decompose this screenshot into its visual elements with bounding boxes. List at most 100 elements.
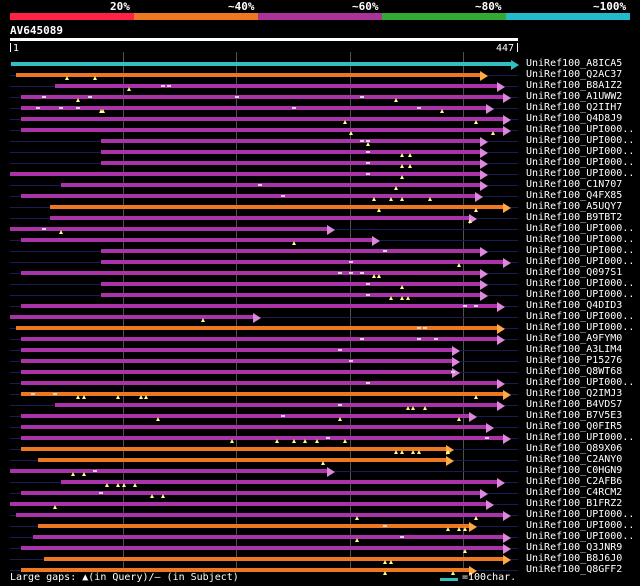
alignment-bar[interactable] bbox=[21, 304, 499, 308]
alignment-bar[interactable] bbox=[100, 282, 482, 286]
subject-gap-marker bbox=[292, 107, 297, 109]
hit-name-link[interactable]: UniRef100_Q8WT68 bbox=[526, 366, 623, 377]
alignment-bar[interactable] bbox=[100, 293, 482, 297]
alignment-bar[interactable] bbox=[49, 216, 470, 220]
alignment-bar[interactable] bbox=[11, 62, 512, 66]
alignment-bar[interactable] bbox=[100, 150, 482, 154]
hit-name-link[interactable]: UniRef100_UPI000.. bbox=[526, 278, 635, 289]
hit-name-link[interactable]: UniRef100_B8J6J0 bbox=[526, 553, 623, 564]
hit-name-link[interactable]: UniRef100_UPI000.. bbox=[526, 432, 635, 443]
hit-name-link[interactable]: UniRef100_C4RCM2 bbox=[526, 487, 623, 498]
hit-name-link[interactable]: UniRef100_Q4DID3 bbox=[526, 300, 623, 311]
query-gap-marker bbox=[456, 263, 461, 267]
alignment-bar[interactable] bbox=[15, 513, 505, 517]
hit-name-link[interactable]: UniRef100_UPI000.. bbox=[526, 322, 635, 333]
alignment-bar[interactable] bbox=[21, 117, 505, 121]
hit-name-link[interactable]: UniRef100_A3LIM4 bbox=[526, 344, 623, 355]
query-gap-marker bbox=[388, 296, 393, 300]
alignment-bar[interactable] bbox=[21, 414, 470, 418]
alignment-bar[interactable] bbox=[21, 568, 470, 572]
alignment-bar[interactable] bbox=[55, 403, 499, 407]
hit-name-link[interactable]: UniRef100_P15276 bbox=[526, 355, 623, 366]
alignment-bar[interactable] bbox=[55, 84, 499, 88]
alignment-bar[interactable] bbox=[38, 458, 448, 462]
alignment-bar[interactable] bbox=[21, 546, 505, 550]
alignment-bar[interactable] bbox=[49, 205, 505, 209]
alignment-bar[interactable] bbox=[100, 139, 482, 143]
hit-name-link[interactable]: UniRef100_B4VDS7 bbox=[526, 399, 623, 410]
hit-name-link[interactable]: UniRef100_Q2IIH7 bbox=[526, 102, 623, 113]
hit-name-link[interactable]: UniRef100_UPI000.. bbox=[526, 289, 635, 300]
alignment-bar[interactable] bbox=[21, 128, 505, 132]
hit-name-link[interactable]: UniRef100_Q4D8J9 bbox=[526, 113, 623, 124]
alignment-bar[interactable] bbox=[44, 557, 505, 561]
alignment-bar[interactable] bbox=[21, 381, 499, 385]
hit-name-link[interactable]: UniRef100_UPI000.. bbox=[526, 256, 635, 267]
alignment-bar[interactable] bbox=[100, 249, 482, 253]
hit-name-link[interactable]: UniRef100_B7V5E3 bbox=[526, 410, 623, 421]
hit-name-link[interactable]: UniRef100_UPI000.. bbox=[526, 311, 635, 322]
alignment-bar[interactable] bbox=[10, 502, 487, 506]
alignment-bar[interactable] bbox=[21, 194, 476, 198]
alignment-bar[interactable] bbox=[38, 524, 470, 528]
alignment-bar[interactable] bbox=[21, 392, 505, 396]
hit-name-link[interactable]: UniRef100_UPI000.. bbox=[526, 124, 635, 135]
hit-name-link[interactable]: UniRef100_UPI000.. bbox=[526, 520, 635, 531]
alignment-bar[interactable] bbox=[15, 326, 499, 330]
alignment-arrow-icon bbox=[253, 313, 262, 323]
hit-name-link[interactable]: UniRef100_C2ANY0 bbox=[526, 454, 623, 465]
alignment-bar[interactable] bbox=[10, 469, 328, 473]
alignment-bar[interactable] bbox=[10, 227, 328, 231]
hit-name-link[interactable]: UniRef100_UPI000.. bbox=[526, 223, 635, 234]
hit-name-link[interactable]: UniRef100_C1N707 bbox=[526, 179, 623, 190]
alignment-bar[interactable] bbox=[61, 183, 482, 187]
hit-name-link[interactable]: UniRef100_UPI000.. bbox=[526, 509, 635, 520]
alignment-bar[interactable] bbox=[10, 315, 255, 319]
alignment-bar[interactable] bbox=[21, 337, 499, 341]
hit-row: UniRef100_UPI000.. bbox=[0, 146, 640, 158]
hit-name-link[interactable]: UniRef100_Q2IMJ3 bbox=[526, 388, 623, 399]
hit-name-link[interactable]: UniRef100_A8ICA5 bbox=[526, 58, 623, 69]
alignment-bar[interactable] bbox=[21, 425, 487, 429]
hit-name-link[interactable]: UniRef100_A1UWW2 bbox=[526, 91, 623, 102]
hit-name-link[interactable]: UniRef100_C2AFB6 bbox=[526, 476, 623, 487]
alignment-bar[interactable] bbox=[15, 73, 482, 77]
hit-name-link[interactable]: UniRef100_Q8GFF2 bbox=[526, 564, 623, 575]
alignment-bar[interactable] bbox=[21, 359, 453, 363]
hit-name-link[interactable]: UniRef100_B8A1Z2 bbox=[526, 80, 623, 91]
alignment-bar[interactable] bbox=[21, 271, 482, 275]
hit-name-link[interactable]: UniRef100_UPI000.. bbox=[526, 245, 635, 256]
alignment-bar[interactable] bbox=[61, 480, 499, 484]
alignment-bar[interactable] bbox=[21, 95, 505, 99]
hit-name-link[interactable]: UniRef100_Q097S1 bbox=[526, 267, 623, 278]
hit-name-link[interactable]: UniRef100_UPI000.. bbox=[526, 157, 635, 168]
hit-name-link[interactable]: UniRef100_Q89X06 bbox=[526, 443, 623, 454]
alignment-bar[interactable] bbox=[100, 260, 505, 264]
alignment-bar[interactable] bbox=[21, 491, 482, 495]
hit-row: UniRef100_C0HGN9 bbox=[0, 465, 640, 477]
hit-name-link[interactable]: UniRef100_Q3JNR9 bbox=[526, 542, 623, 553]
hit-name-link[interactable]: UniRef100_UPI000.. bbox=[526, 135, 635, 146]
hit-name-link[interactable]: UniRef100_A5UQY7 bbox=[526, 201, 623, 212]
alignment-bar[interactable] bbox=[100, 161, 482, 165]
hit-name-link[interactable]: UniRef100_B1FRZ2 bbox=[526, 498, 623, 509]
hit-name-link[interactable]: UniRef100_C0HGN9 bbox=[526, 465, 623, 476]
alignment-bar[interactable] bbox=[21, 447, 448, 451]
hit-name-link[interactable]: UniRef100_UPI000.. bbox=[526, 168, 635, 179]
hit-name-link[interactable]: UniRef100_UPI000.. bbox=[526, 234, 635, 245]
hit-name-link[interactable]: UniRef100_UPI000.. bbox=[526, 146, 635, 157]
alignment-bar[interactable] bbox=[21, 436, 505, 440]
alignment-bar[interactable] bbox=[32, 535, 505, 539]
alignment-bar[interactable] bbox=[21, 238, 374, 242]
alignment-bar[interactable] bbox=[21, 106, 487, 110]
hit-name-link[interactable]: UniRef100_UPI000.. bbox=[526, 531, 635, 542]
alignment-bar[interactable] bbox=[21, 348, 453, 352]
hit-name-link[interactable]: UniRef100_A9FYM0 bbox=[526, 333, 623, 344]
hit-name-link[interactable]: UniRef100_Q0FIR5 bbox=[526, 421, 623, 432]
alignment-bar[interactable] bbox=[10, 172, 482, 176]
hit-name-link[interactable]: UniRef100_B9TBT2 bbox=[526, 212, 623, 223]
alignment-bar[interactable] bbox=[21, 370, 453, 374]
hit-name-link[interactable]: UniRef100_Q4FX85 bbox=[526, 190, 623, 201]
hit-name-link[interactable]: UniRef100_UPI000.. bbox=[526, 377, 635, 388]
hit-name-link[interactable]: UniRef100_Q2AC37 bbox=[526, 69, 623, 80]
